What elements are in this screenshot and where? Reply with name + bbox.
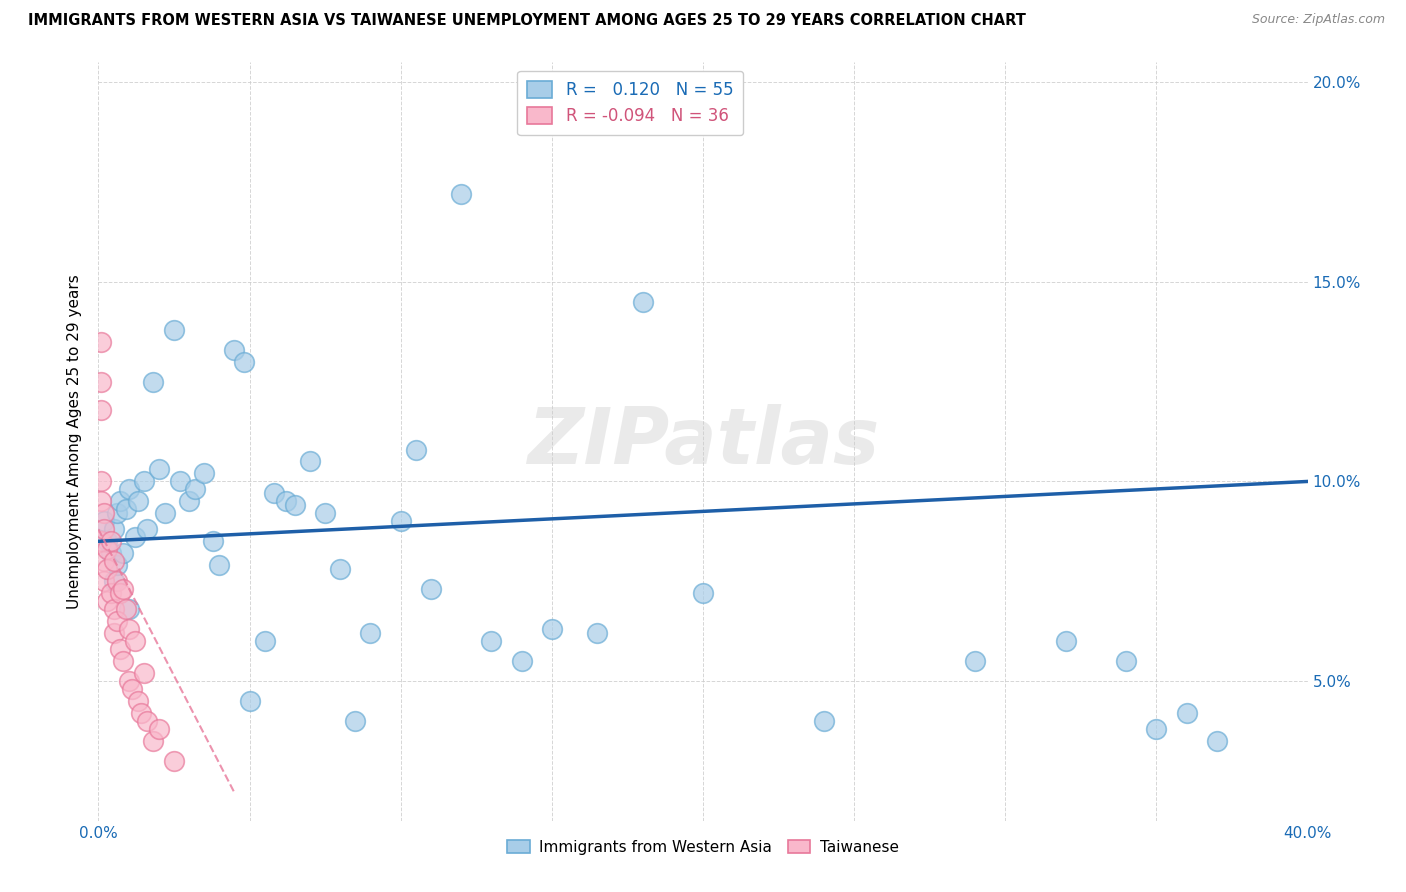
Point: [631, 294, 654, 309]
Point: [163, 754, 186, 768]
Point: [129, 706, 152, 720]
Point: [118, 673, 141, 688]
Point: [263, 486, 285, 500]
Point: [90, 375, 112, 389]
Point: [540, 622, 562, 636]
Point: [208, 558, 231, 573]
Point: [179, 494, 201, 508]
Point: [96, 594, 118, 608]
Point: [481, 634, 503, 648]
Point: [90, 475, 112, 489]
Point: [510, 654, 533, 668]
Point: [118, 622, 141, 636]
Point: [148, 462, 170, 476]
Point: [239, 694, 262, 708]
Point: [108, 586, 131, 600]
Point: [105, 558, 128, 573]
Point: [586, 626, 609, 640]
Legend: Immigrants from Western Asia, Taiwanese: Immigrants from Western Asia, Taiwanese: [499, 832, 907, 863]
Point: [1115, 654, 1137, 668]
Point: [135, 522, 157, 536]
Point: [299, 454, 322, 468]
Point: [111, 654, 134, 668]
Point: [1144, 722, 1167, 736]
Point: [103, 522, 125, 536]
Point: [96, 534, 118, 549]
Point: [135, 714, 157, 728]
Point: [314, 507, 336, 521]
Text: Source: ZipAtlas.com: Source: ZipAtlas.com: [1251, 13, 1385, 27]
Point: [450, 187, 472, 202]
Point: [96, 562, 118, 576]
Point: [389, 514, 412, 528]
Point: [93, 554, 115, 568]
Point: [132, 665, 155, 680]
Point: [93, 574, 115, 589]
Point: [90, 334, 112, 349]
Point: [96, 542, 118, 557]
Point: [148, 722, 170, 736]
Point: [253, 634, 276, 648]
Point: [813, 714, 835, 728]
Point: [132, 475, 155, 489]
Point: [232, 355, 254, 369]
Point: [103, 574, 125, 589]
Text: IMMIGRANTS FROM WESTERN ASIA VS TAIWANESE UNEMPLOYMENT AMONG AGES 25 TO 29 YEARS: IMMIGRANTS FROM WESTERN ASIA VS TAIWANES…: [28, 13, 1026, 29]
Point: [90, 534, 112, 549]
Point: [965, 654, 987, 668]
Point: [118, 483, 141, 497]
Point: [344, 714, 367, 728]
Point: [103, 626, 125, 640]
Point: [124, 530, 146, 544]
Point: [105, 614, 128, 628]
Point: [108, 494, 131, 508]
Point: [93, 522, 115, 536]
Point: [111, 546, 134, 560]
Point: [274, 494, 297, 508]
Point: [114, 502, 136, 516]
Point: [118, 602, 141, 616]
Point: [100, 534, 122, 549]
Point: [329, 562, 352, 576]
Point: [142, 734, 165, 748]
Point: [108, 642, 131, 657]
Point: [105, 574, 128, 589]
Point: [93, 514, 115, 528]
Point: [153, 507, 176, 521]
Point: [93, 507, 115, 521]
Point: [103, 602, 125, 616]
Point: [103, 554, 125, 568]
Point: [184, 483, 207, 497]
Point: [1206, 734, 1229, 748]
Point: [121, 681, 143, 696]
Point: [1054, 634, 1077, 648]
Point: [202, 534, 225, 549]
Point: [127, 494, 149, 508]
Point: [105, 507, 128, 521]
Point: [114, 602, 136, 616]
Point: [420, 582, 443, 597]
Point: [127, 694, 149, 708]
Point: [193, 467, 215, 481]
Point: [100, 546, 122, 560]
Point: [284, 499, 307, 513]
Point: [405, 442, 427, 457]
Point: [100, 586, 122, 600]
Point: [124, 634, 146, 648]
Point: [111, 582, 134, 597]
Y-axis label: Unemployment Among Ages 25 to 29 years: Unemployment Among Ages 25 to 29 years: [67, 274, 83, 609]
Point: [90, 494, 112, 508]
Point: [360, 626, 382, 640]
Point: [163, 323, 186, 337]
Point: [142, 375, 165, 389]
Point: [224, 343, 246, 357]
Text: ZIPatlas: ZIPatlas: [527, 403, 879, 480]
Point: [692, 586, 714, 600]
Point: [1175, 706, 1198, 720]
Point: [169, 475, 191, 489]
Point: [90, 402, 112, 417]
